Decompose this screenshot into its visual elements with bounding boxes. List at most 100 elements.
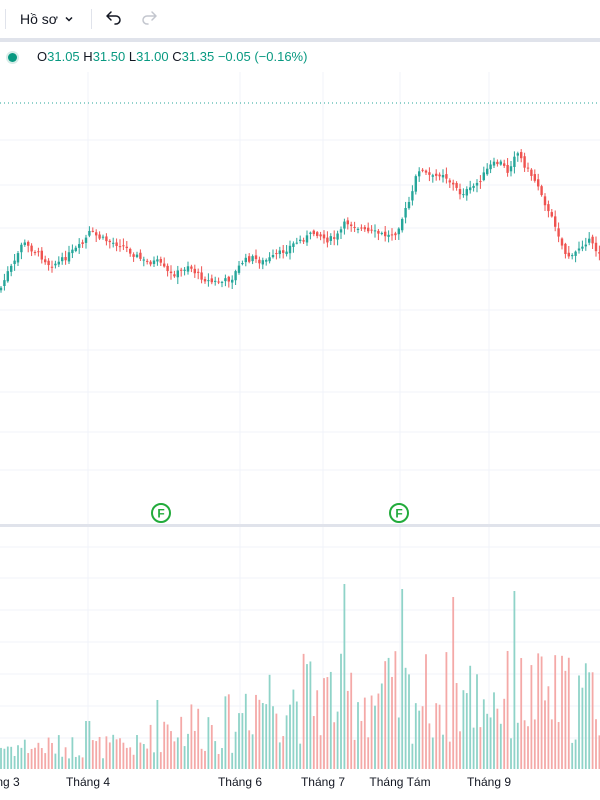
volume-bar: [78, 755, 81, 769]
candle-body: [384, 231, 387, 237]
volume-bar: [173, 741, 176, 769]
earnings-marker[interactable]: F: [151, 503, 171, 523]
candle-body: [163, 263, 166, 267]
candle-body: [407, 201, 411, 209]
candle-body: [84, 237, 88, 243]
undo-button[interactable]: [99, 6, 127, 32]
volume-bar: [486, 713, 489, 769]
candle-body: [506, 164, 509, 173]
volume-bar: [557, 722, 560, 769]
candle-body: [237, 265, 241, 273]
candle-body: [61, 257, 64, 262]
volume-bar: [119, 738, 121, 769]
volume-bar: [482, 699, 485, 769]
redo-button[interactable]: [136, 6, 164, 32]
candle-body: [503, 163, 506, 166]
volume-bar: [244, 693, 247, 769]
volume-bar: [544, 700, 546, 769]
candle-body: [428, 172, 431, 175]
volume-bar: [561, 655, 563, 769]
volume-bar: [136, 735, 138, 769]
candle-body: [540, 186, 543, 196]
volume-bar: [0, 747, 2, 769]
time-axis[interactable]: [0, 769, 600, 800]
volume-bar: [564, 670, 567, 769]
candle-body: [509, 166, 513, 172]
volume-bar: [493, 692, 495, 769]
volume-bar: [333, 722, 336, 769]
candle-body: [220, 281, 224, 283]
earnings-marker-label: F: [157, 507, 164, 521]
candle-body: [418, 171, 421, 177]
volume-bar: [221, 748, 223, 769]
volume-bar: [214, 741, 217, 769]
volume-bar: [591, 672, 594, 769]
volume-bar: [309, 661, 312, 769]
candle-body: [336, 233, 339, 240]
volume-bar: [598, 735, 600, 769]
volume-bar: [462, 690, 465, 769]
candle-body: [475, 182, 479, 186]
candle-body: [54, 263, 57, 266]
volume-bar: [282, 736, 285, 769]
volume-bar: [343, 584, 346, 769]
candle-body: [533, 174, 536, 181]
candle-body: [435, 173, 438, 176]
candle-body: [309, 232, 312, 234]
volume-bar: [156, 699, 159, 769]
volume-bar: [408, 674, 410, 769]
volume-bar: [527, 726, 529, 769]
candle-body: [3, 280, 6, 287]
candle-body: [159, 258, 162, 263]
volume-bar: [537, 653, 540, 769]
volume-bar: [340, 653, 342, 769]
volume-bar: [499, 723, 502, 769]
volume-bar: [17, 745, 19, 769]
candle-body: [567, 252, 570, 257]
volume-bar: [312, 716, 315, 769]
volume-bar: [414, 703, 417, 769]
candle-body: [363, 227, 366, 230]
earnings-marker[interactable]: F: [389, 503, 409, 523]
volume-bar: [166, 724, 169, 769]
candle-body: [50, 266, 54, 268]
candle-body: [421, 169, 424, 171]
volume-bar: [329, 671, 332, 769]
candle-body: [577, 248, 581, 251]
low-label: L: [128, 49, 137, 64]
volume-bar: [204, 750, 206, 769]
volume-bar: [51, 742, 53, 769]
symbol-status-dot[interactable]: [8, 53, 17, 62]
undo-icon: [104, 8, 122, 31]
candle-body: [268, 257, 271, 262]
candle-body: [129, 248, 132, 254]
candle-body: [486, 168, 489, 175]
candle-body: [305, 235, 309, 243]
candle-body: [254, 255, 258, 260]
candle-body: [227, 276, 230, 282]
candle-body: [401, 219, 404, 231]
volume-bar: [496, 708, 499, 769]
candle-body: [370, 229, 373, 231]
close-value: 31.35: [181, 49, 215, 64]
candle-body: [292, 243, 295, 247]
candle-body: [424, 170, 428, 173]
profile-dropdown-button[interactable]: Hồ sơ: [14, 6, 80, 32]
candle-body: [261, 260, 264, 265]
volume-bar: [540, 656, 543, 769]
volume-bar: [180, 716, 183, 769]
volume-bar: [248, 730, 251, 769]
ohlc-values: O31.05 H31.50 L31.00 C31.35 −0.05 (−0.16…: [37, 49, 307, 64]
volume-bar: [98, 736, 101, 769]
volume-bar: [377, 693, 380, 769]
candle-body: [95, 232, 98, 236]
earnings-marker-label: F: [395, 507, 402, 521]
volume-bar: [404, 667, 407, 769]
volume-bar: [465, 693, 468, 769]
volume-bar: [37, 742, 40, 769]
candle-body: [112, 242, 115, 244]
candle-body: [98, 234, 101, 239]
candle-body: [516, 153, 519, 156]
candle-body: [302, 240, 305, 242]
